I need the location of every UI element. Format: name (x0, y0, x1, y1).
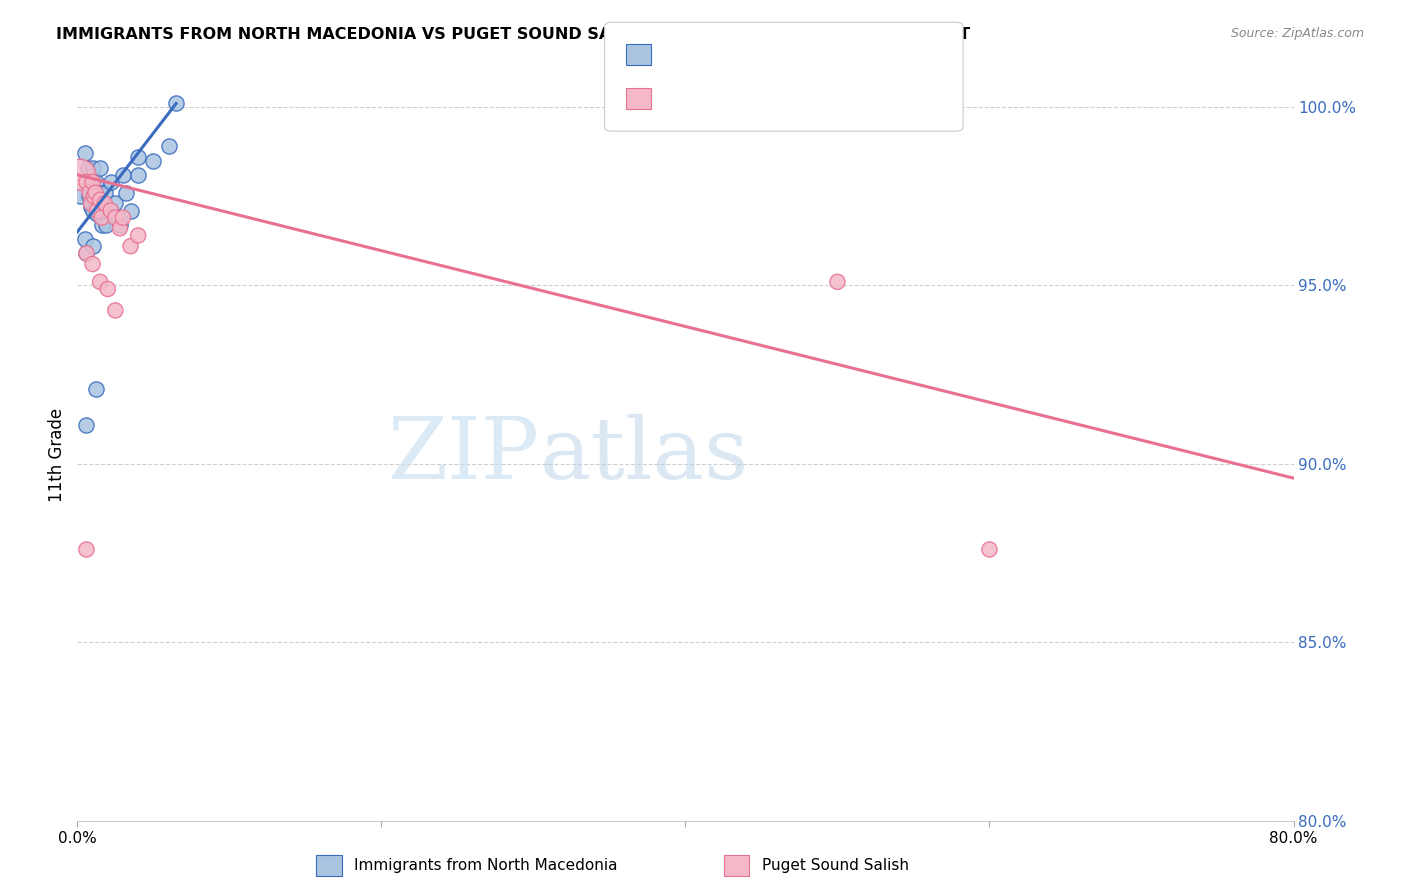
Point (79, 189, 101, 203)
Point (127, 228, 149, 243)
Point (83, 189, 105, 203)
Point (84, 186, 107, 200)
Point (97, 282, 120, 296)
Point (80, 200, 103, 214)
Point (73, 232, 96, 246)
Point (75, 175, 97, 189)
Point (89, 193, 111, 207)
Point (75, 246, 97, 260)
Text: IMMIGRANTS FROM NORTH MACEDONIA VS PUGET SOUND SALISH 11TH GRADE CORRELATION CHA: IMMIGRANTS FROM NORTH MACEDONIA VS PUGET… (56, 27, 970, 42)
Point (82, 175, 104, 189)
Text: -0.451: -0.451 (714, 90, 773, 108)
Point (111, 168, 134, 182)
Point (89, 161, 111, 175)
Point (75, 246, 97, 260)
Point (89, 203, 111, 218)
Text: Source: ZipAtlas.com: Source: ZipAtlas.com (1230, 27, 1364, 40)
Text: N =: N = (801, 90, 832, 108)
Point (93, 196, 115, 211)
Point (80, 196, 103, 211)
Text: 0.493: 0.493 (714, 45, 773, 63)
Text: 25: 25 (851, 90, 873, 108)
Text: Puget Sound Salish: Puget Sound Salish (762, 858, 910, 872)
Point (827, 275, 849, 289)
Point (84, 175, 107, 189)
Point (84, 186, 107, 200)
Point (108, 221, 131, 235)
Point (82, 203, 104, 218)
Point (82, 239, 104, 253)
Point (75, 417, 97, 432)
Point (108, 218, 131, 232)
Point (69, 189, 91, 203)
Point (127, 150, 149, 164)
Text: ZIP: ZIP (388, 413, 540, 497)
Point (111, 211, 134, 225)
Point (157, 139, 180, 153)
Point (90, 218, 112, 232)
Point (86, 203, 108, 218)
Point (75, 542, 97, 557)
Point (142, 153, 165, 168)
Point (69, 168, 91, 182)
Point (100, 203, 122, 218)
Point (96, 218, 118, 232)
Point (89, 275, 111, 289)
Point (100, 175, 122, 189)
Point (127, 168, 149, 182)
Text: atlas: atlas (540, 413, 748, 497)
Y-axis label: 11th Grade: 11th Grade (48, 408, 66, 502)
Point (93, 186, 115, 200)
Text: Immigrants from North Macedonia: Immigrants from North Macedonia (354, 858, 617, 872)
Point (104, 303, 127, 318)
Point (82, 175, 104, 189)
Point (82, 257, 104, 271)
Point (165, 96, 187, 111)
Point (82, 161, 104, 175)
Text: 37: 37 (851, 45, 875, 63)
Text: N =: N = (801, 45, 832, 63)
Point (115, 186, 138, 200)
Point (79, 186, 101, 200)
Point (96, 203, 118, 218)
Point (84, 382, 107, 396)
Point (79, 178, 101, 193)
Point (73, 146, 96, 161)
Point (979, 542, 1001, 557)
Point (77, 161, 100, 175)
Point (120, 203, 142, 218)
Point (90, 211, 112, 225)
Point (84, 196, 107, 211)
Point (82, 189, 104, 203)
Point (86, 207, 108, 221)
Text: R =: R = (661, 90, 692, 108)
Point (104, 196, 127, 211)
Point (120, 239, 142, 253)
Text: R =: R = (661, 45, 692, 63)
Point (104, 211, 127, 225)
Point (89, 186, 111, 200)
